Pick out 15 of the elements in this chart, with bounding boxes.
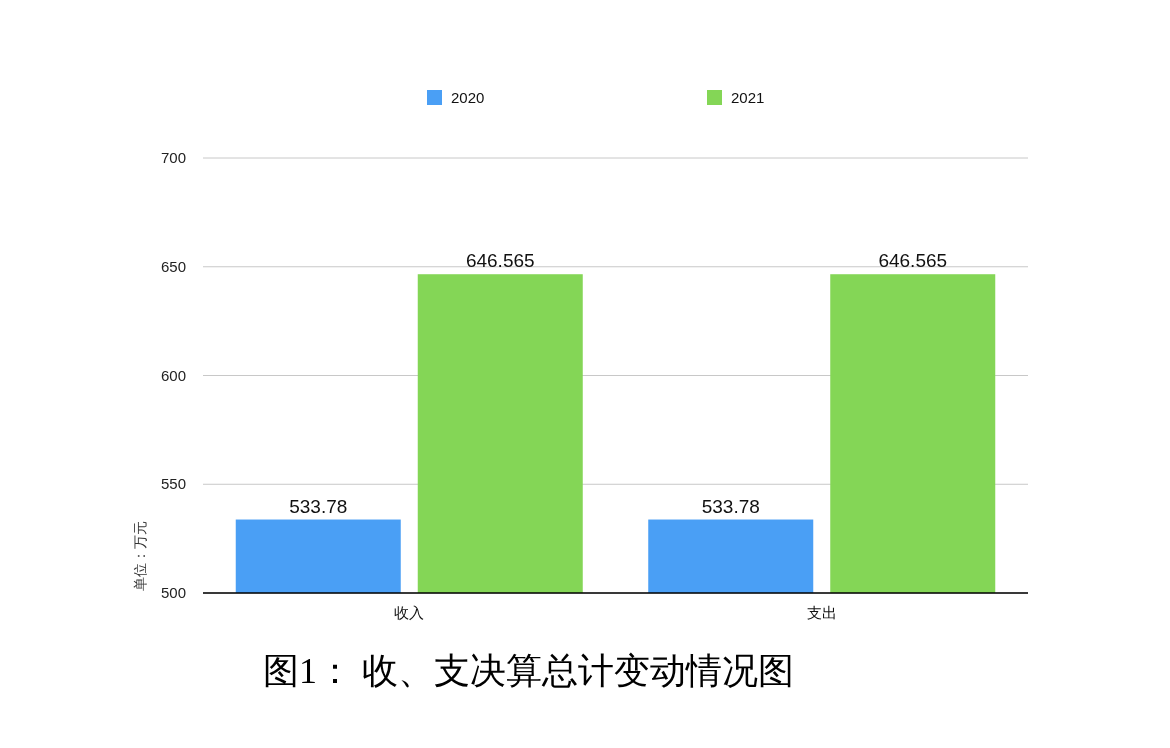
x-tick-label: 支出 bbox=[806, 604, 837, 621]
y-axis-title: 单位：万元 bbox=[132, 521, 148, 591]
x-tick-label: 收入 bbox=[394, 604, 425, 621]
y-tick-label: 500 bbox=[160, 584, 186, 601]
data-label: 646.565 bbox=[878, 250, 948, 272]
data-label: 533.78 bbox=[701, 495, 760, 517]
y-tick-label: 550 bbox=[160, 475, 186, 493]
legend-label: 2020 bbox=[451, 89, 485, 106]
y-tick-label: 650 bbox=[160, 257, 186, 275]
legend-label: 2021 bbox=[731, 89, 765, 106]
data-label: 646.565 bbox=[465, 250, 535, 272]
y-tick-label: 600 bbox=[160, 366, 186, 384]
caption: 图1： 收、支决算总计变动情况图 bbox=[263, 651, 794, 691]
y-tick-label: 700 bbox=[160, 149, 186, 166]
data-label: 533.78 bbox=[289, 495, 348, 517]
